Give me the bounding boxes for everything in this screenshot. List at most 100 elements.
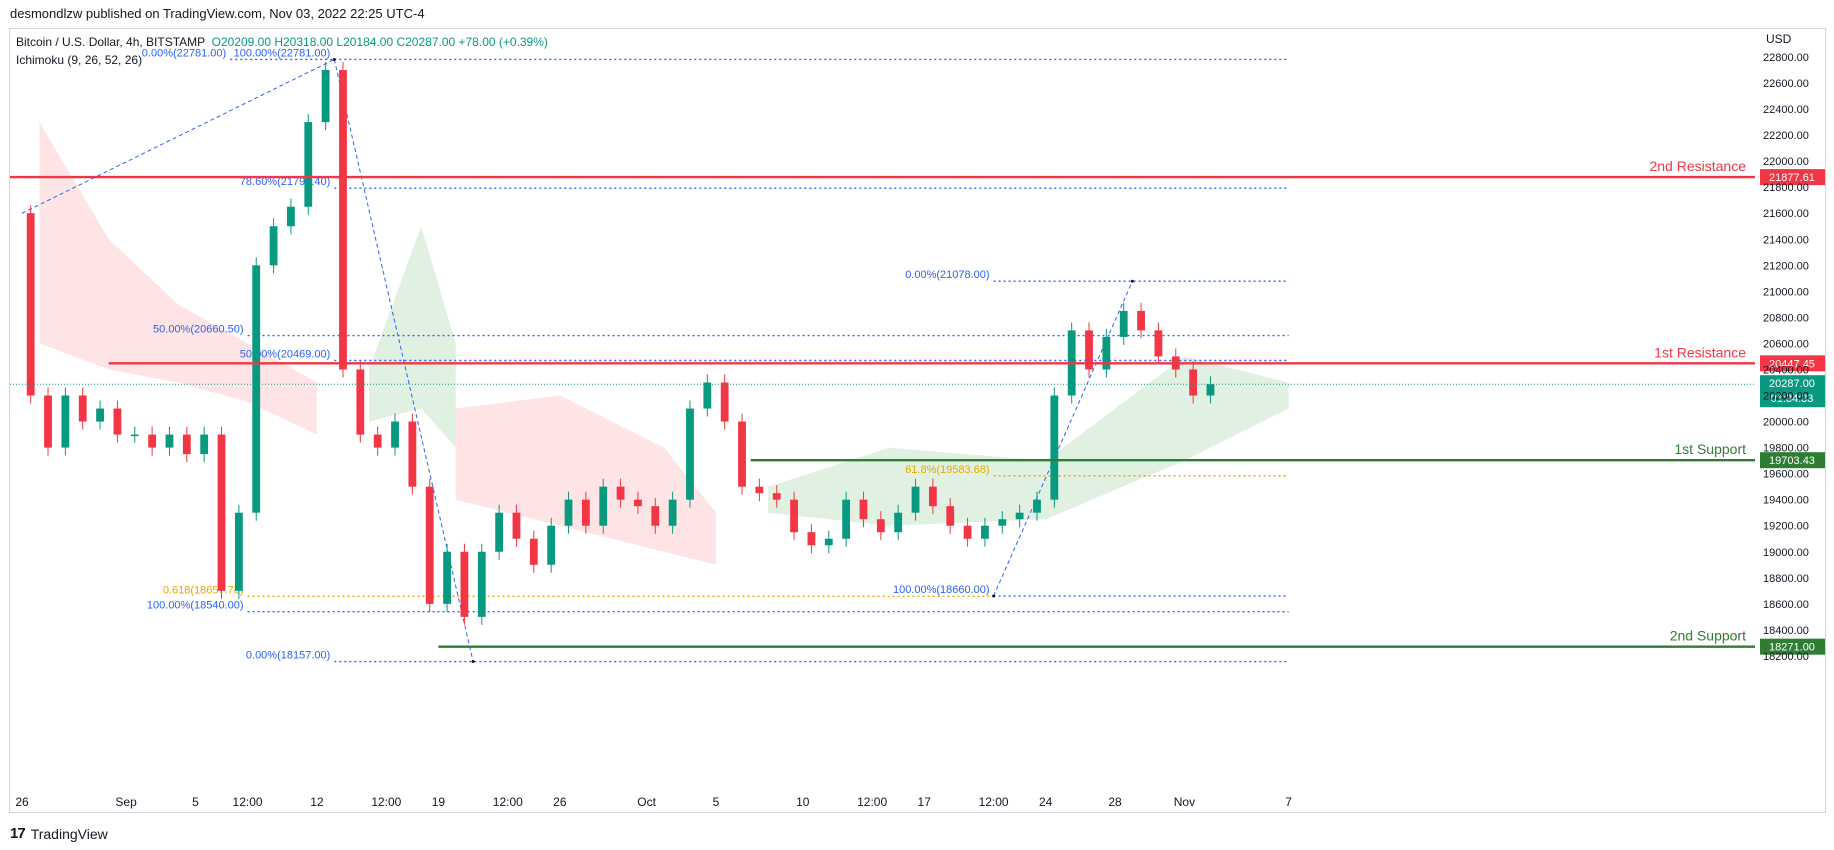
- price-tick-label: 22800.00: [1763, 52, 1809, 64]
- level-price-tag: [1760, 169, 1825, 186]
- candle-body: [981, 525, 989, 539]
- time-tick-label: 28: [1108, 795, 1122, 809]
- candle-body: [928, 486, 937, 507]
- candle-body: [1102, 336, 1111, 370]
- candle-body: [894, 512, 903, 533]
- time-tick-label: 24: [1039, 795, 1053, 809]
- candle-body: [738, 421, 746, 487]
- price-tick-label: 18400.00: [1763, 625, 1809, 637]
- time-tick-label: 7: [1285, 795, 1292, 809]
- price-axis[interactable]: 22800.00 22600.00 22400.00 22200.00 22000.00…: [1763, 52, 1809, 663]
- time-tick-label: 12:00: [371, 795, 401, 809]
- level-label: 2nd Support: [1670, 628, 1746, 644]
- fib-level-label: 50.00%(20660.50): [153, 324, 244, 336]
- candle-body: [148, 434, 157, 448]
- last-price-value: 20287.00: [1769, 378, 1815, 390]
- candle-body: [772, 493, 781, 500]
- candle-body: [512, 512, 521, 539]
- publish-info: desmondlzw published on TradingView.com,…: [10, 6, 425, 21]
- price-tick-label: 18200.00: [1763, 651, 1809, 663]
- symbol-label[interactable]: Bitcoin / U.S. Dollar, 4h, BITSTAMP: [16, 35, 205, 49]
- indicator-label[interactable]: Ichimoku (9, 26, 52, 26): [16, 53, 143, 67]
- candle-body: [460, 551, 469, 617]
- price-tick-label: 18800.00: [1763, 573, 1809, 585]
- fib-drawings: 0.00%(22781.00) 100.00%(22781.00)78.60%(2…: [21, 47, 1289, 663]
- candle-body: [842, 499, 851, 539]
- candle-body: [1033, 499, 1041, 513]
- last-price-tag: [1760, 375, 1825, 408]
- level-price-text: 19703.43: [1769, 455, 1815, 467]
- candle-body: [165, 434, 174, 448]
- time-axis[interactable]: 26 Sep 5 12:00 12 12:00 19 12:00 26 Oct 5 10 12:00 17…: [15, 795, 1292, 809]
- candle-body: [477, 551, 486, 617]
- time-tick-label: 12:00: [233, 795, 263, 809]
- candle-body: [668, 499, 677, 526]
- candle-body: [1050, 395, 1059, 500]
- time-tick-label: Nov: [1174, 795, 1195, 809]
- cloud-red: [455, 395, 716, 565]
- candle-body: [44, 395, 52, 448]
- time-tick-label: Sep: [115, 795, 137, 809]
- candle-body: [1015, 512, 1024, 520]
- candle-body: [564, 499, 573, 526]
- time-tick-label: 5: [713, 795, 720, 809]
- price-tick-label: 21600.00: [1763, 208, 1809, 220]
- price-tick-label: 22600.00: [1763, 78, 1809, 90]
- candle-body: [998, 519, 1007, 526]
- price-tick-label: 18600.00: [1763, 599, 1809, 611]
- candle-body: [720, 382, 729, 422]
- candle-body: [1119, 310, 1128, 337]
- fib-level-label: 100.00%(18660.00): [893, 584, 990, 596]
- horizontal-levels: 2nd Resistance 21877.61 1st Resistance 2044…: [10, 158, 1825, 655]
- candle-body: [287, 206, 295, 227]
- level-price-text: 18271.00: [1769, 642, 1815, 654]
- swing-point: [1130, 279, 1134, 283]
- candle-body: [859, 499, 868, 520]
- candle-body: [1137, 310, 1145, 331]
- candle-body: [790, 499, 798, 533]
- fib-level-label: 0.00%(21078.00): [905, 269, 989, 281]
- candle-body: [339, 70, 347, 370]
- level-price-tag: [1760, 355, 1825, 372]
- candle-body: [26, 213, 35, 396]
- time-tick-label: 26: [553, 795, 567, 809]
- candle-body: [755, 486, 764, 494]
- candle-body: [391, 421, 399, 448]
- candle-body: [408, 421, 417, 487]
- brand-label: TradingView: [30, 825, 108, 842]
- price-tick-label: 20800.00: [1763, 312, 1809, 324]
- level-label: 1st Resistance: [1654, 344, 1746, 360]
- price-tick-label: 21200.00: [1763, 260, 1809, 272]
- price-tick-label: 21000.00: [1763, 286, 1809, 298]
- currency-label: USD: [1766, 32, 1792, 46]
- time-tick-label: 12: [310, 795, 324, 809]
- candle-body: [946, 506, 955, 526]
- candle-body: [651, 506, 660, 526]
- fib-swing-line: [21, 59, 335, 214]
- fib-level-label: 0.00%(18157.00): [246, 650, 330, 662]
- candle-body: [252, 265, 261, 513]
- level-price-tag: [1760, 638, 1825, 655]
- time-tick-label: 26: [15, 795, 29, 809]
- time-tick-label: 12:00: [493, 795, 523, 809]
- candle-body: [616, 486, 625, 500]
- swing-point: [471, 660, 475, 664]
- chart-legend: Bitcoin / U.S. Dollar, 4h, BITSTAMP O202…: [16, 33, 548, 69]
- level-label: 1st Support: [1674, 441, 1746, 457]
- candle-body: [321, 70, 330, 123]
- time-tick-label: 5: [192, 795, 199, 809]
- candle-body: [61, 395, 70, 448]
- candle-body: [1189, 369, 1198, 396]
- candle-body: [1154, 330, 1163, 357]
- candle-body: [304, 122, 313, 207]
- tradingview-brand[interactable]: 17 TradingView: [10, 825, 108, 842]
- candle-body: [182, 434, 191, 455]
- fib-swing-line: [993, 281, 1133, 597]
- ichimoku-cloud: [39, 122, 1289, 565]
- candle-body: [443, 551, 451, 604]
- candle-body: [686, 408, 694, 500]
- time-tick-label: 12:00: [857, 795, 887, 809]
- price-tick-label: 22000.00: [1763, 156, 1809, 168]
- level-price-text: 20447.45: [1769, 358, 1815, 370]
